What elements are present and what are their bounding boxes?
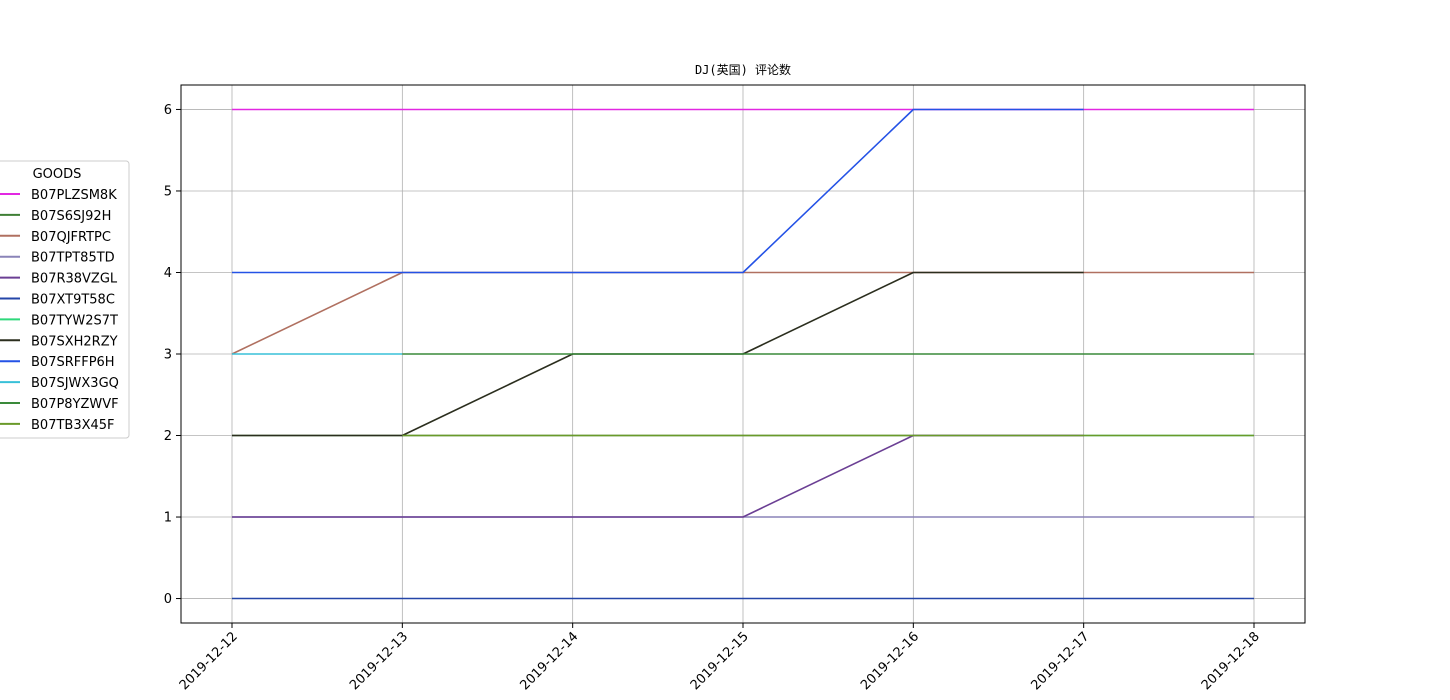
legend-label: B07SRFFP6H — [31, 355, 115, 370]
x-tick-label: 2019-12-16 — [858, 629, 922, 693]
legend-label: B07QJFRTPC — [31, 230, 111, 245]
x-tick-label: 2019-12-15 — [688, 629, 752, 693]
x-tick-label: 2019-12-17 — [1028, 629, 1092, 693]
y-tick-label: 4 — [164, 266, 172, 281]
x-tick-label: 2019-12-18 — [1199, 629, 1263, 693]
legend-label: B07R38VZGL — [31, 272, 118, 287]
y-tick-label: 6 — [164, 103, 172, 118]
x-tick-label: 2019-12-13 — [347, 629, 411, 693]
y-tick-label: 1 — [164, 511, 172, 526]
y-axis: 0 1 2 3 4 5 6 — [164, 103, 181, 607]
legend-label: B07P8YZWVF — [31, 397, 119, 412]
legend: GOODS B07PLZSM8K B07S6SJ92H B07QJFRTPC B07T… — [0, 160, 130, 439]
legend-title: GOODS — [33, 167, 82, 182]
y-tick-label: 5 — [164, 184, 172, 199]
series-line-b07r38vzgl — [232, 434, 1084, 518]
legend-label: B07S6SJ92H — [31, 209, 111, 224]
series-line-b07srffp6h — [232, 108, 1084, 274]
legend-label: B07TYW2S7T — [31, 313, 118, 328]
legend-label: B07SXH2RZY — [31, 334, 118, 349]
chart-title: DJ(英国) 评论数 — [695, 62, 791, 77]
legend-frame — [0, 160, 130, 439]
y-tick-label: 3 — [164, 348, 172, 363]
legend-label: B07SJWX3GQ — [31, 376, 119, 391]
legend-label: B07TB3X45F — [31, 418, 115, 433]
legend-label: B07TPT85TD — [31, 251, 115, 266]
x-tick-label: 2019-12-14 — [517, 629, 581, 693]
legend-label: B07XT9T58C — [31, 293, 115, 308]
x-tick-label: 2019-12-12 — [177, 629, 241, 693]
y-tick-label: 0 — [164, 592, 172, 607]
y-tick-label: 2 — [164, 429, 172, 444]
series-lines — [231, 108, 1254, 600]
x-axis: 2019-12-12 2019-12-13 2019-12-14 2019-12-15… — [177, 623, 1263, 693]
legend-label: B07PLZSM8K — [31, 188, 117, 203]
